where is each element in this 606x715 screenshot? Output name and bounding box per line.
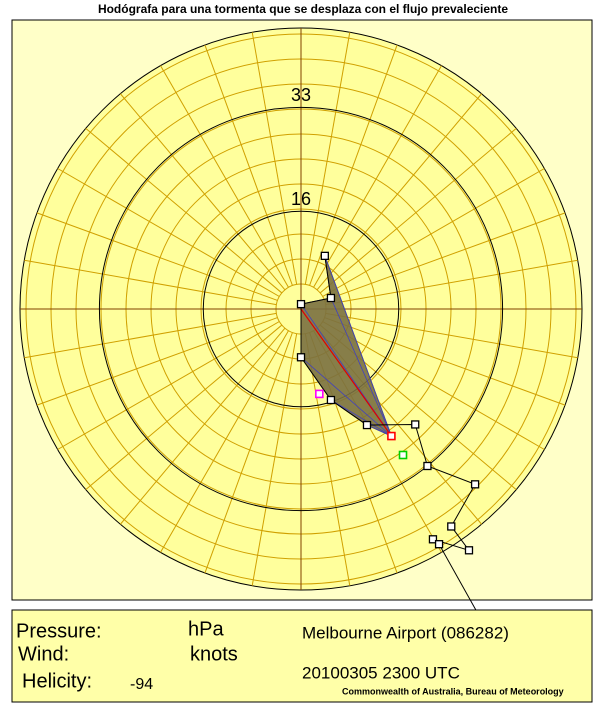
spoke: [85, 324, 283, 491]
spoke: [322, 321, 545, 450]
spoke: [204, 332, 293, 574]
spoke: [160, 330, 289, 553]
spoke: [204, 44, 293, 286]
hodograph-point: [434, 540, 444, 549]
spoke: [251, 32, 298, 285]
special-point: [387, 431, 396, 441]
spoke: [251, 333, 298, 586]
spoke: [322, 168, 545, 297]
spoke: [36, 317, 278, 406]
wind-label: Wind:: [18, 643, 69, 665]
time: 20100305 2300 UTC: [302, 663, 460, 682]
ring-grid: [98, 106, 504, 512]
special-point: [315, 389, 324, 399]
ring-label: 33: [291, 85, 311, 105]
hodograph-point: [320, 251, 329, 261]
helicity-fan: [324, 255, 392, 437]
spoke: [24, 312, 277, 359]
spoke: [309, 44, 398, 286]
spoke: [119, 93, 286, 291]
spoke: [319, 127, 517, 294]
spoke: [325, 259, 578, 306]
spoke: [313, 65, 442, 288]
hodograph-point: [464, 546, 474, 555]
spoke: [304, 333, 351, 586]
spoke: [324, 212, 566, 301]
hodograph-point: [296, 353, 306, 362]
ring-grid: [202, 210, 400, 408]
helicity-label: Helicity:: [22, 670, 92, 692]
hodograph-point: [411, 420, 420, 429]
spoke: [24, 259, 277, 306]
spoke: [57, 321, 280, 450]
chart-title: Hodógrafa para una tormenta que se despl…: [98, 2, 508, 16]
info-panel: [11, 609, 593, 703]
helicity-fan: [300, 356, 392, 437]
pressure-label: Pressure:: [16, 620, 102, 642]
hodograph-point: [423, 461, 432, 471]
ring-label: 16: [291, 189, 311, 209]
spoke: [160, 65, 289, 288]
spoke: [324, 317, 566, 406]
hodograph-point: [326, 395, 336, 405]
spoke: [304, 32, 351, 285]
hodograph-point: [362, 420, 372, 430]
credit: Commonwealth of Australia, Bureau of Met…: [342, 686, 564, 696]
hodograph-point: [447, 522, 456, 531]
spoke: [36, 212, 278, 301]
helicity-fan: [330, 297, 392, 437]
pressure-unit: hPa: [188, 618, 224, 640]
spoke: [57, 168, 280, 297]
spoke: [119, 327, 286, 525]
special-point: [398, 450, 408, 460]
spoke: [325, 312, 578, 359]
helicity-value: -94: [130, 676, 153, 693]
wind-unit: knots: [190, 643, 238, 665]
station: Melbourne Airport (086282): [302, 623, 509, 642]
spoke: [85, 127, 283, 294]
spoke: [316, 93, 483, 291]
hodograph-point: [326, 293, 336, 303]
hodograph-point: [428, 535, 438, 544]
hodograph-point: [470, 480, 480, 489]
hodograph-point: [296, 299, 306, 309]
storm-vector: [300, 308, 392, 437]
helicity-fan: [330, 399, 392, 437]
